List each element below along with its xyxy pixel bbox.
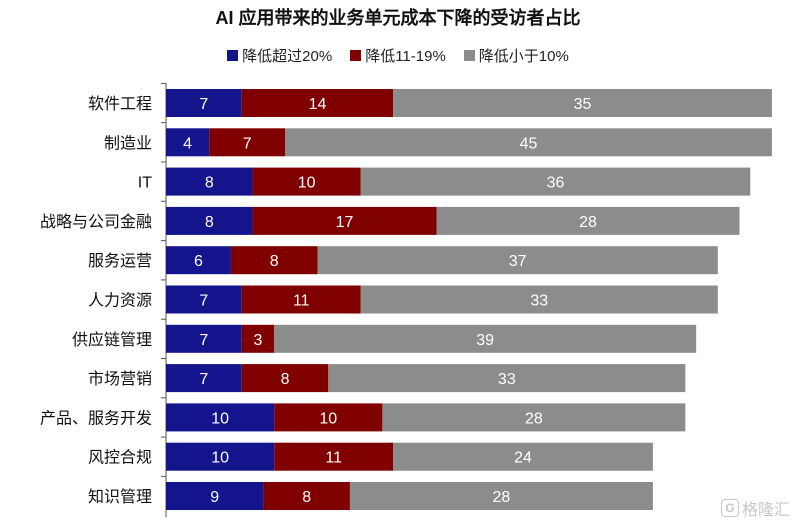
data-label: 10 — [298, 175, 316, 192]
data-label: 11 — [293, 293, 310, 310]
watermark: G 格隆汇 — [720, 496, 790, 520]
g-logo-icon: G — [720, 499, 739, 517]
data-label: 14 — [309, 96, 327, 113]
bar-segment — [166, 128, 210, 157]
category-label: 产品、服务开发 — [40, 409, 152, 427]
data-label: 10 — [319, 410, 337, 427]
bar-segment — [166, 324, 242, 353]
category-label: 知识管理 — [88, 488, 152, 506]
bar-segment — [166, 403, 275, 432]
data-label: 4 — [183, 135, 192, 152]
category-label: 服务运营 — [88, 252, 152, 270]
category-label: 市场营销 — [88, 370, 152, 388]
data-label: 36 — [547, 175, 565, 192]
legend-item: 降低11-19% — [350, 45, 446, 66]
bar-segment — [166, 246, 231, 275]
data-label: 7 — [199, 371, 208, 388]
data-label: 28 — [493, 489, 511, 506]
data-label: 3 — [254, 332, 263, 349]
data-label: 11 — [325, 450, 342, 467]
watermark-text: 格隆汇 — [741, 502, 790, 519]
legend: 降低超过20% 降低11-19% 降低小于10% — [0, 45, 796, 66]
category-label: 战略与公司金融 — [40, 213, 152, 231]
bar-segment — [349, 482, 653, 510]
bar-segment — [230, 246, 318, 275]
category-label: 风控合规 — [88, 449, 152, 467]
data-label: 8 — [205, 175, 214, 192]
bar-segment — [252, 206, 437, 235]
data-label: 10 — [211, 450, 229, 467]
bar-segment — [166, 89, 242, 117]
bar-segment — [274, 442, 394, 471]
bar-segment — [241, 324, 275, 353]
legend-label: 降低小于10% — [478, 48, 569, 65]
data-label: 35 — [574, 96, 592, 113]
data-label: 8 — [281, 371, 290, 388]
legend-label: 降低超过20% — [242, 48, 333, 65]
legend-swatch — [350, 50, 362, 61]
data-label: 37 — [509, 253, 527, 270]
data-label: 7 — [199, 293, 208, 310]
bar-segment — [263, 482, 350, 510]
bar-segment — [241, 89, 394, 117]
data-label: 8 — [270, 253, 279, 270]
bar-segment — [274, 324, 697, 353]
data-label: 7 — [199, 332, 208, 349]
data-label: 45 — [520, 135, 538, 152]
bar-segment — [317, 246, 718, 275]
legend-item: 降低超过20% — [227, 45, 332, 66]
bar-segment — [285, 128, 772, 157]
data-label: 17 — [336, 214, 354, 231]
legend-label: 降低11-19% — [365, 48, 446, 65]
data-label: 8 — [205, 214, 214, 231]
bar-segment — [166, 206, 253, 235]
bar-segment — [209, 128, 286, 157]
data-label: 28 — [525, 410, 543, 427]
bar-segment — [166, 364, 242, 393]
bar-segment — [166, 285, 242, 314]
category-label: 人力资源 — [88, 292, 152, 310]
data-label: 33 — [530, 293, 548, 310]
category-label: 软件工程 — [88, 95, 152, 113]
bar-segment — [328, 364, 686, 393]
bar-segment — [166, 482, 264, 510]
category-label: 供应链管理 — [72, 330, 152, 349]
data-label: 9 — [210, 489, 219, 506]
data-label: 39 — [476, 332, 494, 349]
bar-segment — [360, 285, 718, 314]
bar-segment — [393, 442, 653, 471]
data-label: 28 — [579, 214, 597, 231]
bar-segment — [436, 206, 740, 235]
bar-segment — [274, 403, 383, 432]
data-label: 10 — [211, 410, 229, 427]
bar-segment — [241, 285, 361, 314]
category-label: IT — [138, 175, 152, 192]
legend-item: 降低小于10% — [463, 45, 569, 66]
data-label: 6 — [194, 253, 203, 270]
bar-segment — [252, 167, 361, 196]
chart-title: AI 应用带来的业务单元成本下降的受访者占比 — [215, 8, 581, 28]
data-label: 7 — [199, 96, 208, 113]
data-label: 7 — [243, 135, 252, 152]
category-label: 制造业 — [104, 134, 152, 152]
data-label: 33 — [498, 371, 516, 388]
bar-segment — [241, 364, 329, 393]
data-label: 8 — [302, 489, 311, 506]
bar-segment — [360, 167, 751, 196]
legend-swatch — [463, 50, 475, 61]
bar-segment — [166, 442, 275, 471]
bar-segment — [393, 89, 772, 117]
bar-segment — [382, 403, 686, 432]
legend-swatch — [227, 50, 239, 61]
data-label: 24 — [514, 450, 532, 467]
bar-segment — [166, 167, 253, 196]
